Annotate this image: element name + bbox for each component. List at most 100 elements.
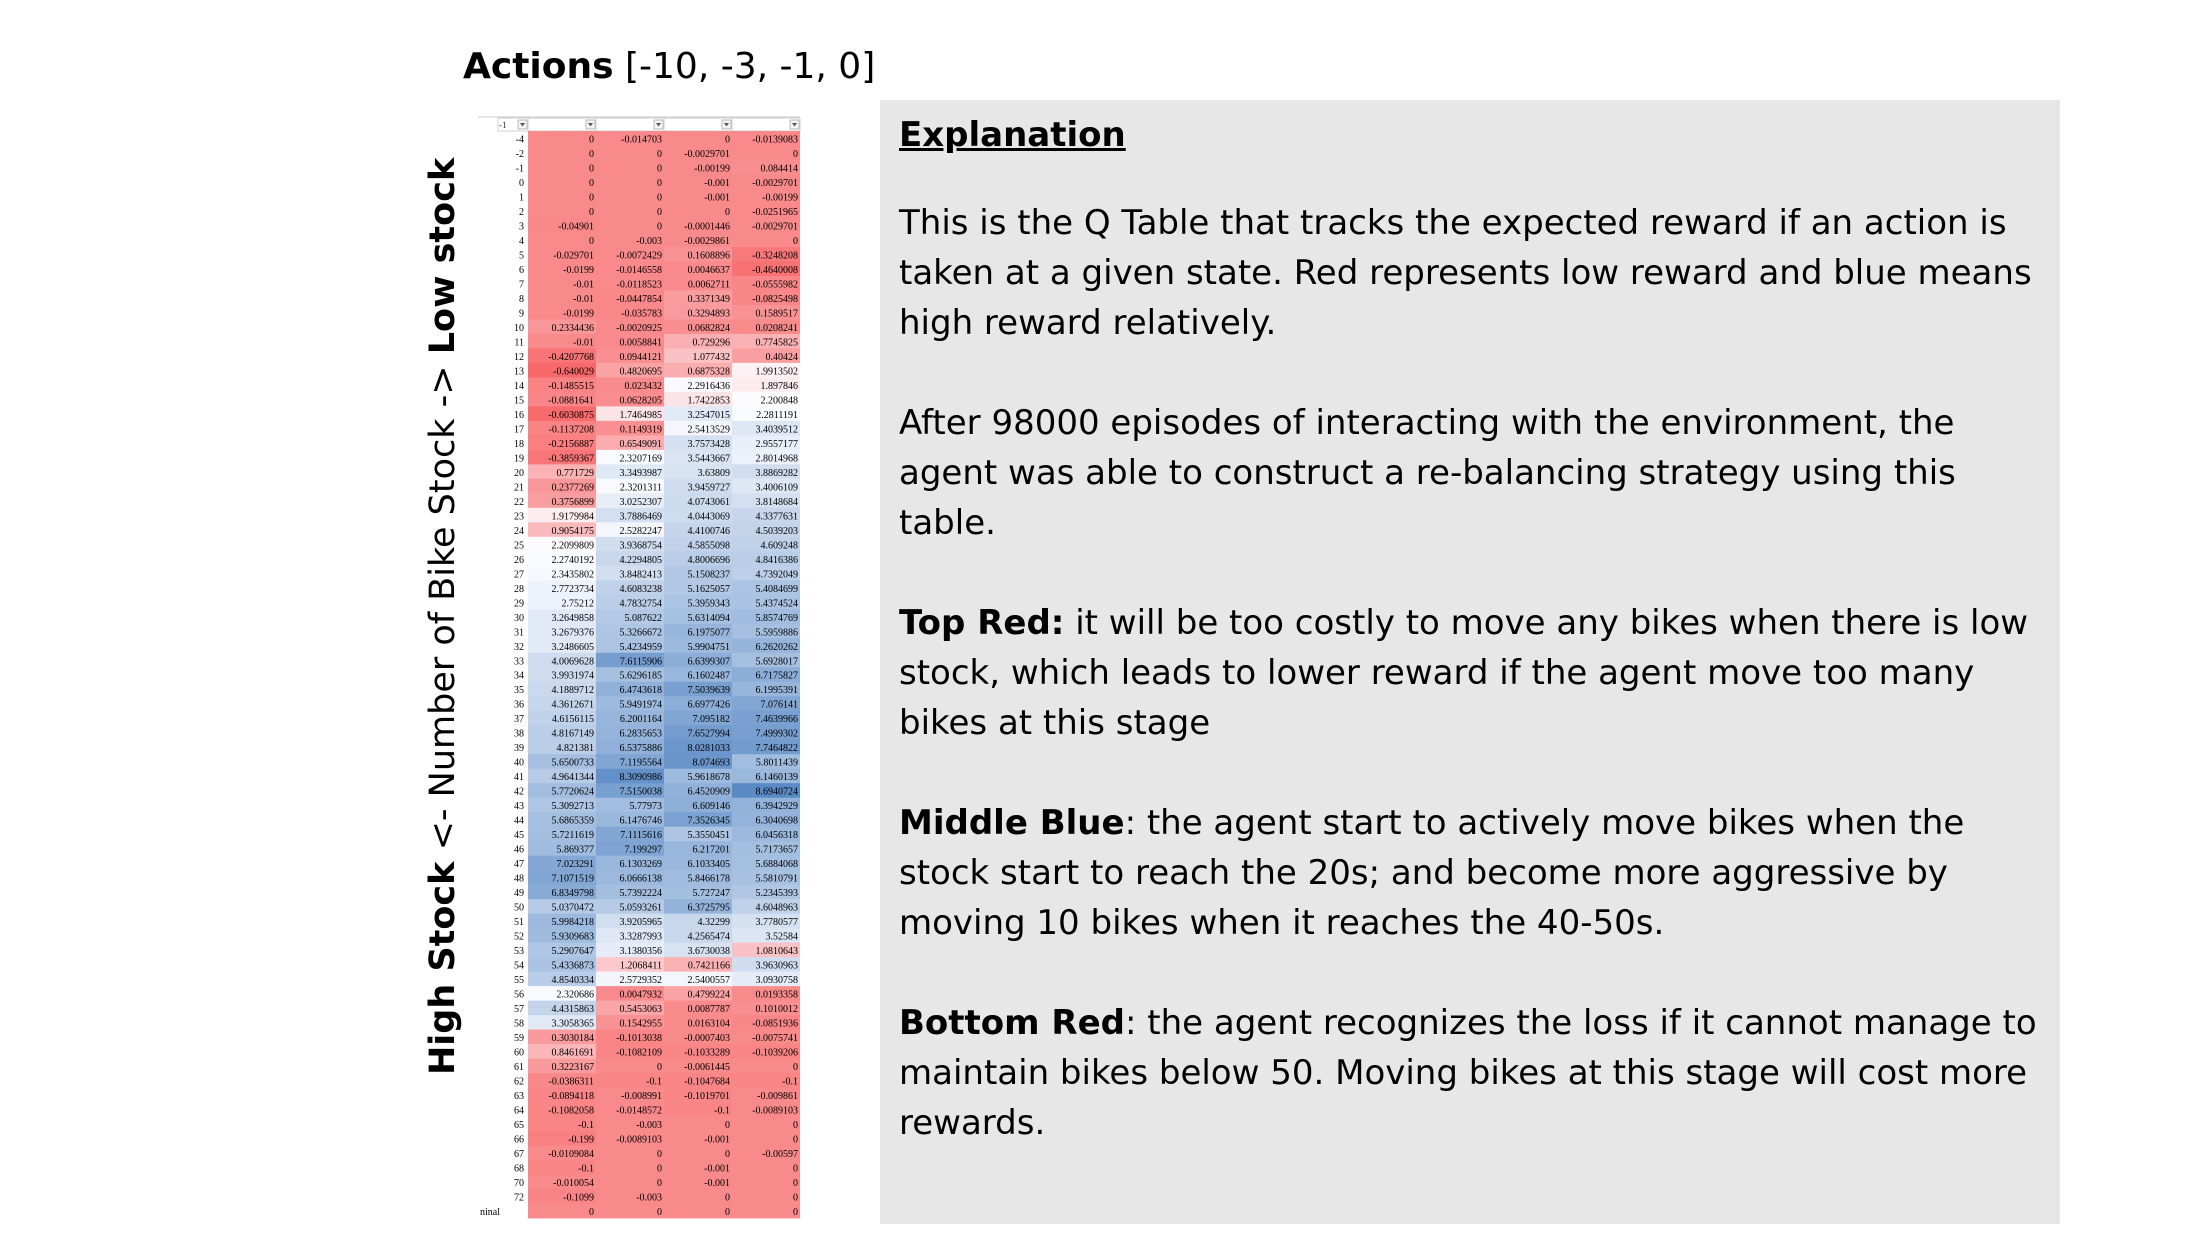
q-cell bbox=[664, 681, 732, 697]
q-value: -0.0007403 bbox=[684, 1033, 730, 1044]
q-cell bbox=[732, 362, 800, 378]
q-value: -0.00199 bbox=[762, 192, 798, 203]
q-cell bbox=[732, 971, 800, 987]
q-cell bbox=[732, 290, 800, 306]
q-cell bbox=[732, 275, 800, 291]
q-value: 0 bbox=[589, 236, 594, 247]
q-cell bbox=[664, 797, 732, 813]
state-label: 67 bbox=[514, 1149, 524, 1160]
q-cell bbox=[664, 754, 732, 770]
q-cell bbox=[664, 1145, 732, 1161]
q-cell bbox=[528, 1189, 596, 1204]
q-cell bbox=[732, 536, 800, 552]
q-value: -0.2156887 bbox=[548, 439, 594, 450]
q-value: 6.3725795 bbox=[688, 903, 731, 914]
q-cell bbox=[732, 522, 800, 538]
q-cell bbox=[664, 464, 732, 480]
q-cell bbox=[596, 1073, 664, 1088]
q-cell bbox=[596, 638, 664, 654]
q-cell bbox=[528, 478, 596, 494]
q-value: 1.7422853 bbox=[688, 395, 731, 406]
q-value: 7.076141 bbox=[761, 700, 799, 711]
q-cell bbox=[596, 1102, 664, 1117]
q-cell bbox=[528, 203, 596, 219]
q-cell bbox=[664, 507, 732, 523]
q-cell bbox=[732, 203, 800, 219]
q-value: 7.7464822 bbox=[756, 743, 799, 754]
explanation-top-red: Top Red: it will be too costly to move a… bbox=[899, 598, 2040, 748]
q-value: 0.7745825 bbox=[756, 337, 799, 348]
q-cell bbox=[528, 667, 596, 683]
q-value: 0 bbox=[725, 1207, 730, 1218]
q-cell bbox=[596, 1189, 664, 1204]
state-label: 64 bbox=[514, 1106, 524, 1117]
q-value: 3.4039512 bbox=[756, 424, 799, 435]
q-cell bbox=[664, 1058, 732, 1074]
q-value: 3.9459727 bbox=[688, 482, 731, 493]
q-value: 3.9205965 bbox=[620, 917, 663, 928]
q-value: 0.3371349 bbox=[688, 294, 731, 305]
q-value: 6.3942929 bbox=[756, 801, 799, 812]
q-value: 3.3287993 bbox=[620, 932, 663, 943]
q-value: 1.9179984 bbox=[552, 511, 595, 522]
state-label: 16 bbox=[514, 410, 524, 421]
q-cell bbox=[596, 145, 664, 161]
state-label: 14 bbox=[514, 381, 524, 392]
q-value: 4.4100746 bbox=[688, 526, 731, 537]
q-cell bbox=[732, 957, 800, 973]
state-label: 6 bbox=[519, 265, 524, 276]
q-value: 3.2547015 bbox=[688, 410, 731, 421]
explanation-heading: Explanation bbox=[899, 115, 1126, 155]
chevron-down-icon bbox=[520, 123, 525, 127]
state-label: 0 bbox=[519, 178, 524, 189]
q-value: 4.8006696 bbox=[688, 555, 731, 566]
q-value: 5.0593261 bbox=[620, 903, 663, 914]
q-value: 4.4315863 bbox=[552, 1004, 595, 1015]
state-label: 59 bbox=[514, 1033, 524, 1044]
q-cell bbox=[664, 1189, 732, 1204]
q-cell bbox=[732, 899, 800, 915]
q-cell bbox=[528, 638, 596, 654]
q-value: 5.7720624 bbox=[552, 787, 595, 798]
q-cell bbox=[664, 594, 732, 610]
state-label: 36 bbox=[514, 700, 524, 711]
middle-blue-label: Middle Blue bbox=[899, 803, 1125, 843]
q-value: 4.0743061 bbox=[688, 497, 731, 508]
q-value: 6.4520909 bbox=[688, 787, 731, 798]
q-value: 4.3612671 bbox=[552, 700, 595, 711]
q-cell bbox=[528, 783, 596, 799]
q-cell bbox=[596, 290, 664, 306]
q-value: 2.2916436 bbox=[688, 381, 731, 392]
q-value: 4.7832754 bbox=[620, 598, 663, 609]
q-cell bbox=[664, 145, 732, 161]
q-value: 5.9491974 bbox=[620, 700, 663, 711]
q-value: 6.1033405 bbox=[688, 859, 731, 870]
q-value: 3.9368754 bbox=[620, 540, 663, 551]
q-value: 3.2486605 bbox=[552, 642, 595, 653]
q-value: -0.0061445 bbox=[684, 1062, 730, 1073]
q-cell bbox=[732, 1029, 800, 1045]
q-value: -0.1 bbox=[646, 1077, 662, 1088]
q-cell bbox=[528, 1087, 596, 1103]
q-value: 4.5039203 bbox=[756, 526, 799, 537]
state-label: 3 bbox=[519, 221, 524, 232]
q-value: 4.0069628 bbox=[552, 656, 595, 667]
q-cell bbox=[528, 131, 596, 146]
q-cell bbox=[664, 986, 732, 1001]
q-value: -0.01 bbox=[573, 294, 594, 305]
q-value: -0.1013038 bbox=[616, 1033, 662, 1044]
state-label: 29 bbox=[514, 598, 524, 609]
q-value: 4.6048963 bbox=[756, 903, 799, 914]
q-value: 4.0443069 bbox=[688, 511, 731, 522]
state-label: 34 bbox=[514, 671, 524, 682]
q-value: -0.0555982 bbox=[752, 279, 798, 290]
q-cell bbox=[732, 1131, 800, 1146]
explanation-middle-blue: Middle Blue: the agent start to actively… bbox=[899, 798, 2040, 948]
q-value: 2.75212 bbox=[562, 598, 595, 609]
state-label: 2 bbox=[519, 207, 524, 218]
q-cell bbox=[664, 1029, 732, 1045]
q-cell bbox=[528, 188, 596, 204]
q-cell bbox=[664, 1000, 732, 1016]
q-value: 0.1608896 bbox=[688, 250, 731, 261]
q-cell bbox=[528, 449, 596, 465]
